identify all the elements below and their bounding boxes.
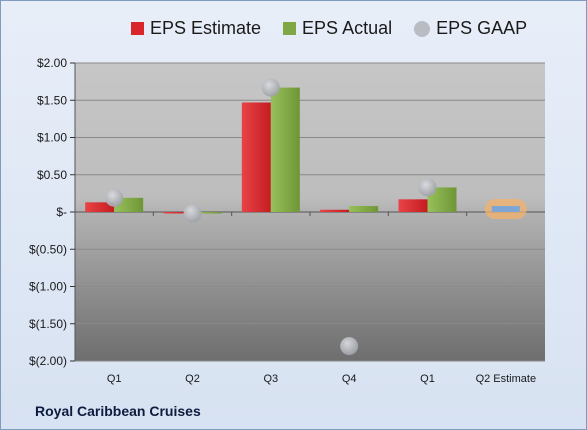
y-axis-ticks: $2.00 $1.50 $1.00 $0.50 $- $(0.50) $(1.00) $(1.… bbox=[29, 56, 75, 368]
bar-eps-estimate bbox=[241, 102, 271, 212]
point-eps-gaap bbox=[183, 204, 202, 223]
point-eps-gaap bbox=[340, 337, 359, 356]
bar-eps-actual bbox=[192, 212, 222, 214]
y-tick-label: $(2.00) bbox=[29, 354, 67, 368]
y-tick-label: $1.00 bbox=[37, 131, 67, 145]
y-tick-label: $(1.00) bbox=[29, 280, 67, 294]
legend-item-eps-gaap: EPS GAAP bbox=[414, 18, 527, 39]
y-tick-label: $(1.50) bbox=[29, 317, 67, 331]
point-eps-gaap bbox=[418, 178, 437, 197]
point-eps-gaap bbox=[261, 78, 280, 97]
legend-label-eps-estimate: EPS Estimate bbox=[150, 18, 262, 38]
chart-legend: EPS Estimate EPS Actual EPS GAAP bbox=[131, 18, 549, 39]
point-eps-gaap bbox=[105, 188, 124, 207]
gaap-points bbox=[105, 78, 437, 356]
legend-label-eps-actual: EPS Actual bbox=[302, 18, 393, 38]
legend-item-eps-actual: EPS Actual bbox=[283, 18, 392, 39]
bar-eps-actual bbox=[270, 87, 300, 212]
bar-eps-estimate bbox=[320, 209, 350, 212]
legend-label-eps-gaap: EPS GAAP bbox=[436, 18, 528, 38]
y-tick-label: $(0.50) bbox=[29, 242, 67, 256]
x-tick-label: Q3 bbox=[263, 373, 278, 385]
legend-swatch-eps-actual bbox=[283, 22, 297, 35]
bar-eps-estimate bbox=[398, 199, 428, 212]
y-tick-label: $0.50 bbox=[37, 168, 67, 182]
x-tick-label: Q1 bbox=[107, 373, 122, 385]
y-tick-label: $2.00 bbox=[37, 56, 67, 70]
legend-swatch-eps-estimate bbox=[131, 22, 144, 35]
y-tick-label: $1.50 bbox=[37, 93, 67, 107]
y-tick-label: $- bbox=[56, 205, 67, 219]
company-label: Royal Caribbean Cruises bbox=[35, 403, 201, 419]
x-tick-label: Q2 Estimate bbox=[476, 373, 537, 385]
x-tick-label: Q2 bbox=[185, 373, 200, 385]
bar-eps-estimate bbox=[163, 212, 193, 214]
bar-q2-estimate bbox=[491, 206, 520, 212]
x-axis-ticks: Q1 Q2 Q3 Q4 Q1 Q2 Estimate bbox=[74, 212, 537, 385]
x-tick-label: Q1 bbox=[420, 373, 435, 385]
legend-item-eps-estimate: EPS Estimate bbox=[131, 18, 261, 39]
bar-eps-actual bbox=[349, 206, 379, 212]
x-tick-label: Q4 bbox=[342, 373, 357, 385]
legend-swatch-eps-gaap bbox=[414, 20, 431, 37]
bar-eps-estimate bbox=[85, 202, 115, 212]
